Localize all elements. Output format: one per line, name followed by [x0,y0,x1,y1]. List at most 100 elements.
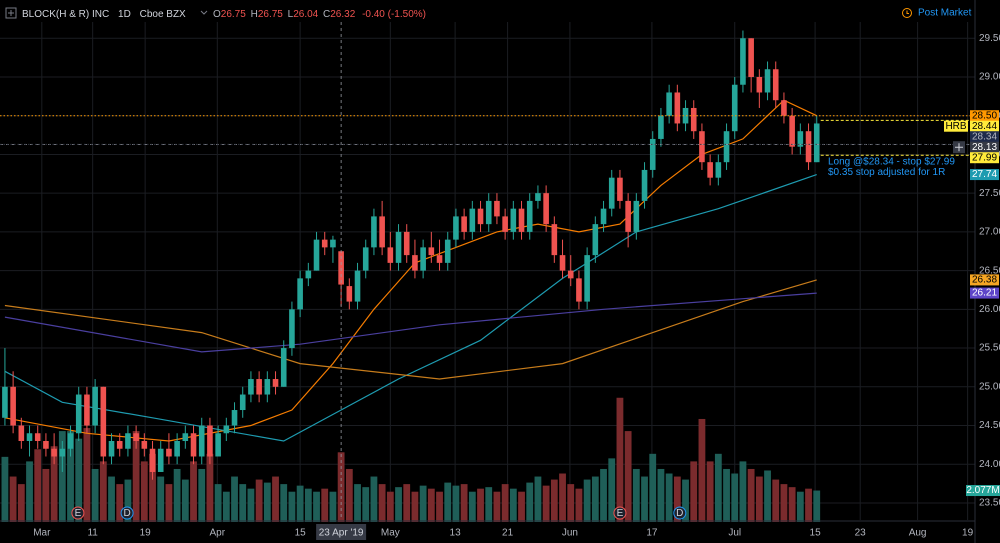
volume-bar [173,468,181,522]
ohlc-value: 26.75 [258,9,283,20]
candle-body [346,286,353,302]
collapse-icon-plus [8,10,14,16]
volume-bar [583,479,591,522]
ohlc-value: 26.04 [293,9,318,20]
candle-body [617,177,623,201]
candle-body [34,433,41,442]
event-marker[interactable] [71,506,85,520]
candle-body [354,270,361,302]
price-label: 28.50 [972,110,997,121]
candle-body [666,92,672,116]
volume-bar [50,446,58,522]
candle-body [10,386,16,426]
candle-body [190,433,197,457]
volume-bar [616,397,624,522]
candle-body [321,239,328,248]
candle-body [707,162,713,178]
candle-body [313,239,320,271]
volume-bar [690,461,698,522]
moving-averages [4,99,817,442]
candle-body [84,394,90,426]
x-tick-label: Mar [33,528,51,539]
volume-bar [649,453,657,522]
y-tick-label: 25.00 [979,381,1000,392]
volume-bar [1,456,9,522]
volume-bar [214,484,222,522]
volume-bar [34,449,42,522]
candle-body [67,433,74,449]
ohlc-value: 26.32 [330,9,355,20]
x-tick-label: Apr [210,528,226,539]
volume-bar [460,484,468,522]
volume-bar [714,453,722,522]
candle-body [797,131,804,147]
collapse-icon[interactable] [5,7,17,19]
candle-body [395,231,402,263]
volume-bar [42,468,50,522]
event-marker[interactable] [673,506,687,520]
volume-bar [263,482,271,522]
event-marker[interactable] [613,506,627,520]
y-tick-label: 24.50 [979,420,1000,431]
dropdown-chevron[interactable] [200,10,208,15]
candle-body [485,200,492,225]
candle-body [387,247,394,263]
volume-bar [518,491,525,522]
candle-body [608,177,615,209]
candle-body [510,208,517,232]
x-tick-label: 19 [140,528,152,539]
volume-bar [83,428,91,522]
volume-bar [485,487,493,522]
candle-body [420,247,426,271]
candle-body [682,107,689,124]
candle-body [223,425,230,434]
volume-bar [9,476,17,522]
candle-body [141,441,148,449]
volume-bar [632,468,640,522]
overlay: Long @$28.34 - stop $27.99$0.35 stop adj… [0,22,975,520]
y-tick-label: 26.50 [979,265,1000,276]
price-label-box [970,152,999,164]
annotation: $0.35 stop adjusted for 1R [828,167,945,178]
x-tick-label: 11 [87,528,98,539]
price-label: 26.21 [972,288,997,299]
volume-bar [772,479,780,522]
volume-bar [165,484,173,522]
event-marker[interactable] [120,506,134,520]
axes: 23.50 24.00 24.50 25.00 25.50 26.00 26.50 27.00… [33,33,1000,540]
volume-bar [747,468,755,522]
volume-bar [624,431,632,522]
candle-body [633,200,640,232]
volume-bar [280,484,288,522]
candle-body [248,379,254,395]
volume-bar [149,453,156,522]
volume-bar [452,485,460,522]
candle-body [600,208,607,225]
y-tick-label: 27.50 [979,188,1000,199]
volume-bar [403,484,411,522]
crosshair-date-box [316,524,367,540]
volume-bar [501,484,509,522]
x-tick-label: 15 [810,528,822,539]
ohlc-values: O26.75 H26.75 L26.04 C26.32 -0.40 (-1.50… [213,9,426,20]
volume-bar [739,461,747,522]
candle-body [264,379,271,395]
volume-bar [411,491,419,522]
volume-label-box [966,485,1000,497]
candle-body [338,251,344,285]
ohlc-key: H [251,9,258,20]
price-label: 28.44 [972,121,997,132]
volume-bar [206,453,214,522]
session-label[interactable]: Post Market [918,8,972,19]
candle-body [477,208,484,225]
candle-body [18,425,25,442]
moving-average [4,292,817,353]
event-label: D [123,508,130,519]
volume-bar [26,461,33,522]
candle-body [756,76,763,93]
volume-bar [477,488,484,522]
ohlc-value: 26.75 [221,9,246,20]
x-tick-label: 21 [502,528,514,539]
volume-bar [75,438,83,522]
volume-bar [731,473,739,522]
